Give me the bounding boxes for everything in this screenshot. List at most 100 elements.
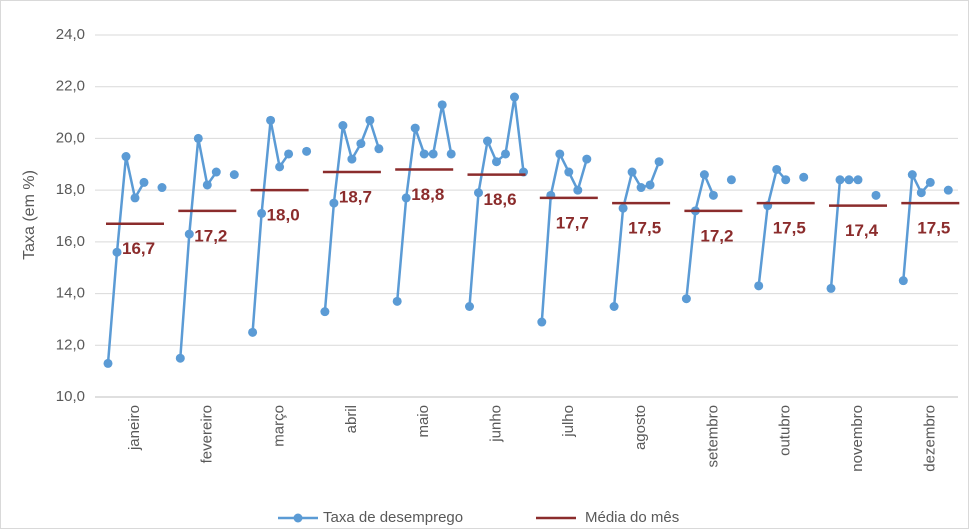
rate-marker xyxy=(356,139,366,149)
rate-marker xyxy=(157,183,167,193)
rate-marker xyxy=(175,353,185,363)
mean-label: 17,5 xyxy=(628,219,661,238)
y-tick-label: 14,0 xyxy=(56,285,85,302)
rate-marker xyxy=(130,193,140,203)
rate-marker xyxy=(781,175,791,185)
rate-marker xyxy=(392,296,402,306)
rate-marker xyxy=(139,177,149,187)
rate-marker xyxy=(772,164,782,174)
rate-marker xyxy=(925,177,935,187)
rate-marker xyxy=(474,188,483,198)
mean-label: 18,7 xyxy=(339,188,372,207)
rate-marker xyxy=(826,283,836,293)
rate-marker xyxy=(916,188,926,198)
rate-marker xyxy=(907,170,917,180)
rate-marker xyxy=(211,167,221,177)
mean-label: 18,6 xyxy=(484,190,517,209)
mean-label: 18,0 xyxy=(267,206,300,225)
rate-marker xyxy=(564,167,574,177)
rate-line xyxy=(540,150,589,323)
y-tick-label: 10,0 xyxy=(56,388,85,405)
rate-marker xyxy=(555,149,565,159)
rate-marker xyxy=(681,294,691,304)
rate-marker xyxy=(799,172,809,182)
rate-marker xyxy=(257,208,267,218)
rate-marker xyxy=(302,146,312,156)
x-tick-label: novembro xyxy=(849,405,866,472)
y-axis-title: Taxa (em %) xyxy=(21,170,38,260)
mean-label: 17,5 xyxy=(773,219,806,238)
rate-marker xyxy=(329,198,339,208)
rate-marker xyxy=(537,317,547,327)
rate-marker xyxy=(275,162,285,172)
rate-marker xyxy=(726,175,736,185)
rate-marker xyxy=(419,149,429,159)
x-tick-label: setembro xyxy=(704,405,721,468)
rate-marker xyxy=(338,121,348,130)
x-tick-label: março xyxy=(271,405,288,447)
legend-label: Taxa de desemprego xyxy=(323,509,463,526)
rate-marker xyxy=(248,327,258,337)
rate-marker xyxy=(184,229,194,239)
rate-marker xyxy=(121,152,131,162)
x-tick-label: abril xyxy=(343,405,360,433)
rate-marker xyxy=(446,149,456,159)
rate-marker xyxy=(627,167,637,177)
legend-label: Média do mês xyxy=(585,509,679,526)
y-tick-label: 16,0 xyxy=(56,233,85,250)
rate-marker xyxy=(437,100,447,110)
rate-marker xyxy=(510,92,519,102)
mean-label: 18,8 xyxy=(411,185,444,204)
rate-marker xyxy=(112,247,122,257)
rate-marker xyxy=(193,133,203,143)
rate-marker xyxy=(465,302,474,311)
y-tick-label: 20,0 xyxy=(56,129,85,146)
rate-marker xyxy=(618,203,628,213)
mean-label: 17,7 xyxy=(556,213,589,232)
x-tick-label: agosto xyxy=(632,405,649,450)
rate-marker xyxy=(844,175,854,185)
rate-marker xyxy=(754,281,764,291)
x-tick-label: outubro xyxy=(777,405,794,456)
y-tick-label: 12,0 xyxy=(56,336,85,353)
rate-marker xyxy=(699,170,709,180)
rate-marker xyxy=(871,190,881,200)
rate-marker xyxy=(374,144,384,154)
x-tick-label: dezembro xyxy=(921,405,938,472)
x-tick-label: junho xyxy=(487,405,504,443)
rate-marker xyxy=(943,185,953,195)
mean-label: 17,5 xyxy=(917,219,950,238)
rate-marker xyxy=(428,149,438,159)
rate-marker xyxy=(898,276,908,286)
rate-marker xyxy=(582,154,592,164)
rate-marker xyxy=(410,123,420,133)
rate-marker xyxy=(365,115,375,125)
rate-marker xyxy=(229,170,239,180)
y-tick-label: 22,0 xyxy=(56,78,85,95)
rate-marker xyxy=(835,175,845,185)
rate-marker xyxy=(202,180,212,190)
x-tick-label: fevereiro xyxy=(198,405,215,463)
rate-marker xyxy=(708,190,718,200)
rate-marker xyxy=(645,180,655,190)
y-tick-label: 24,0 xyxy=(56,26,85,43)
rate-marker xyxy=(103,358,113,368)
rate-marker xyxy=(320,307,330,317)
x-tick-label: julho xyxy=(560,405,577,438)
rate-marker xyxy=(501,149,510,159)
rate-marker xyxy=(483,136,492,146)
rate-marker xyxy=(573,185,583,195)
rate-marker xyxy=(853,175,863,185)
rate-marker xyxy=(266,115,276,125)
mean-label: 17,2 xyxy=(700,226,733,245)
rate-marker xyxy=(492,157,501,167)
y-tick-label: 18,0 xyxy=(56,181,85,198)
rate-marker xyxy=(401,193,411,203)
x-tick-label: janeiro xyxy=(126,405,143,451)
mean-label: 17,2 xyxy=(194,226,227,245)
rate-marker xyxy=(609,302,619,311)
x-tick-label: maio xyxy=(415,405,432,438)
mean-label: 17,4 xyxy=(845,221,879,240)
